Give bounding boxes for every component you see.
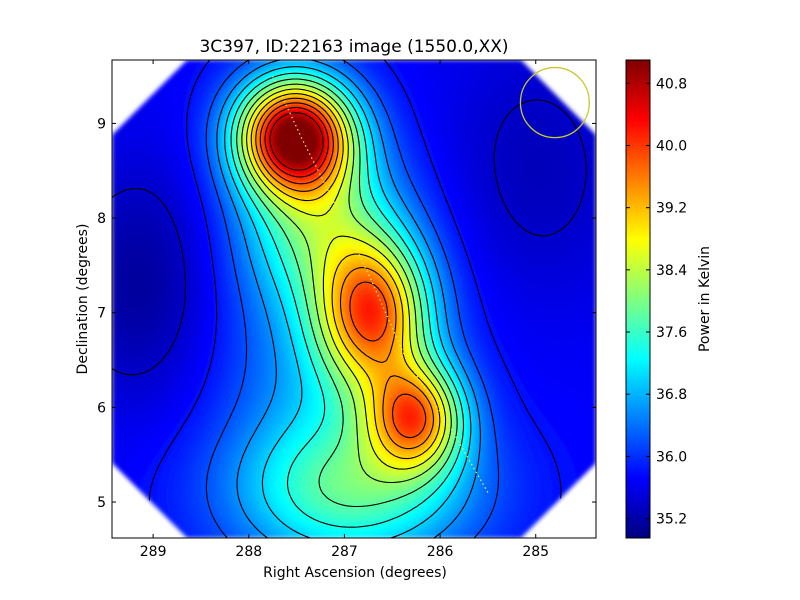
contour-line (148, 60, 562, 538)
contour-line (112, 99, 587, 376)
colorbar-tick-label: 35.2 (656, 512, 687, 528)
x-tick-label: 287 (331, 544, 358, 560)
colorbar: 35.2 36.0 36.8 37.6 38.4 39.2 40.0 40.8 Power i… (625, 59, 713, 539)
colorbar-tick-label: 36.0 (656, 449, 687, 465)
colorbar-tick-label: 40.0 (656, 138, 687, 154)
colorbar-tick-label: 39.2 (656, 201, 687, 217)
beam-circle (519, 66, 590, 139)
colorbar-label: Power in Kelvin (697, 246, 713, 352)
y-tick-label: 5 (97, 495, 106, 511)
contour-line (224, 66, 472, 538)
y-axis-label: Declination (degrees) (75, 224, 91, 375)
contour-line (230, 72, 465, 528)
x-tick-label: 288 (235, 544, 262, 560)
colorbar-tick-label: 37.6 (656, 325, 687, 341)
x-tick-label: 286 (427, 544, 454, 560)
x-tick-label: 285 (522, 544, 549, 560)
x-axis: 289 288 287 286 285 (140, 60, 549, 560)
contour-lines (112, 60, 587, 538)
source-markers (272, 75, 489, 493)
y-tick-label: 6 (97, 400, 106, 416)
chart-title: 3C397, ID:22163 image (1550.0,XX) (199, 37, 508, 57)
map-image (112, 60, 596, 538)
colorbar-tick-label: 36.8 (656, 387, 687, 403)
intensity-map (112, 60, 596, 538)
colorbar-gradient (625, 59, 651, 539)
colorbar-tick-label: 38.4 (656, 263, 687, 279)
contour-line (216, 60, 481, 538)
contour-line (241, 83, 452, 484)
x-axis-label: Right Ascension (degrees) (263, 565, 447, 581)
x-tick-label: 289 (140, 544, 167, 560)
contour-line (255, 97, 434, 450)
plot-area (112, 60, 596, 538)
contour-line (236, 78, 458, 508)
contour-line (264, 107, 329, 178)
contour-line (246, 88, 447, 470)
y-tick-label: 8 (97, 211, 106, 227)
contour-line (259, 102, 427, 439)
contour-line (250, 93, 441, 460)
source-marker-trail (272, 75, 489, 493)
y-tick-label: 7 (97, 306, 106, 322)
contour-line (269, 112, 324, 171)
y-axis: 5 6 7 8 9 (97, 116, 596, 511)
y-tick-label: 9 (97, 116, 106, 132)
plot-frame (111, 59, 597, 539)
contour-line (205, 60, 500, 538)
colorbar-ticks: 35.2 36.0 36.8 37.6 38.4 39.2 40.0 40.8 (626, 76, 687, 528)
map-octagon (112, 60, 596, 538)
colorbar-tick-label: 40.8 (656, 76, 687, 92)
